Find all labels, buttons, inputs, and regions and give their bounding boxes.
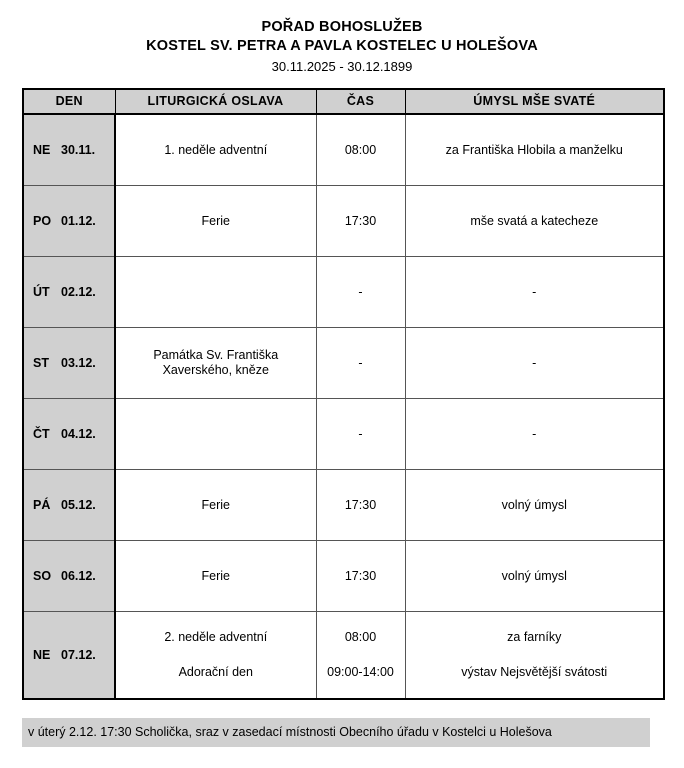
day-date: 01.12. xyxy=(61,214,96,228)
cell-liturgy: Památka Sv. Františka Xaverského, kněze xyxy=(115,327,317,399)
schedule-table-container: DEN LITURGICKÁ OSLAVA ČAS ÚMYSL MŠE SVAT… xyxy=(22,88,665,700)
table-body: NE 30.11. 1. neděle adventní 08:00 za Fra… xyxy=(23,114,664,699)
cell-time: - xyxy=(316,398,406,470)
table-row: PÁ 05.12. Ferie 17:30 volný úmysl xyxy=(23,469,664,541)
day-of-week: NE xyxy=(33,648,51,662)
table-row: NE 30.11. 1. neděle adventní 08:00 za Fra… xyxy=(23,114,664,186)
day-of-week: ÚT xyxy=(33,285,50,299)
footer-note: v úterý 2.12. 17:30 Scholička, sraz v za… xyxy=(22,718,650,747)
day-date: 30.11. xyxy=(61,143,96,157)
cell-liturgy: Ferie xyxy=(115,469,317,541)
cell-day: ČT 04.12. xyxy=(23,398,116,470)
schedule-table: DEN LITURGICKÁ OSLAVA ČAS ÚMYSL MŠE SVAT… xyxy=(22,88,665,700)
cell-intention: - xyxy=(405,327,664,399)
day-date: 03.12. xyxy=(61,356,96,370)
time-entry-primary: 08:00 xyxy=(344,630,377,644)
table-row: NE 07.12. 2. neděle adventní Adorační den… xyxy=(23,611,664,699)
table-row: SO 06.12. Ferie 17:30 volný úmysl xyxy=(23,540,664,612)
cell-intention: - xyxy=(405,256,664,328)
day-of-week: ČT xyxy=(33,427,50,441)
cell-time: 17:30 xyxy=(316,185,406,257)
cell-time: 08:00 09:00-14:00 xyxy=(316,611,406,699)
time-entry-secondary: 09:00-14:00 xyxy=(327,665,394,679)
cell-day: PÁ 05.12. xyxy=(23,469,116,541)
liturgy-entry-primary: 2. neděle adventní xyxy=(164,630,268,644)
day-of-week: SO xyxy=(33,569,52,583)
table-row: ČT 04.12. - - xyxy=(23,398,664,470)
cell-liturgy: 2. neděle adventní Adorační den xyxy=(115,611,317,699)
intention-entry-stack: za farníky výstav Nejsvětější svátosti xyxy=(410,614,660,696)
day-date: 04.12. xyxy=(61,427,96,441)
cell-intention: volný úmysl xyxy=(405,540,664,612)
cell-time: 17:30 xyxy=(316,469,406,541)
cell-time: - xyxy=(316,256,406,328)
cell-time: 17:30 xyxy=(316,540,406,612)
table-row: ÚT 02.12. - - xyxy=(23,256,664,328)
table-row: ST 03.12. Památka Sv. Františka Xaverskéh… xyxy=(23,327,664,399)
cell-day: PO 01.12. xyxy=(23,185,116,257)
cell-day: SO 06.12. xyxy=(23,540,116,612)
title-primary: POŘAD BOHOSLUŽEB xyxy=(261,19,423,35)
day-of-week: ST xyxy=(33,356,49,370)
liturgy-line-1: Památka Sv. Františka xyxy=(153,348,279,362)
day-date: 05.12. xyxy=(61,498,96,512)
cell-time: - xyxy=(316,327,406,399)
title-secondary: KOSTEL SV. PETRA A PAVLA KOSTELEC U HOLE… xyxy=(146,38,538,54)
title-date-range: 30.11.2025 - 30.12.1899 xyxy=(271,59,413,74)
liturgy-line-2: Xaverského, kněze xyxy=(162,363,269,377)
column-header-liturgy: LITURGICKÁ OSLAVA xyxy=(115,89,317,115)
table-row: PO 01.12. Ferie 17:30 mše svatá a kateche… xyxy=(23,185,664,257)
day-date: 06.12. xyxy=(61,569,96,583)
cell-intention: - xyxy=(405,398,664,470)
document-title-block: POŘAD BOHOSLUŽEB KOSTEL SV. PETRA A PAVL… xyxy=(0,0,684,76)
cell-day: ST 03.12. xyxy=(23,327,116,399)
liturgy-entry-secondary: Adorační den xyxy=(178,665,253,679)
cell-liturgy: 1. neděle adventní xyxy=(115,114,317,186)
intention-entry-primary: za farníky xyxy=(507,630,562,644)
cell-liturgy: Ferie xyxy=(115,185,317,257)
cell-liturgy xyxy=(115,398,317,470)
cell-intention: mše svatá a katecheze xyxy=(405,185,664,257)
cell-intention: za Františka Hlobila a manželku xyxy=(405,114,664,186)
day-of-week: PÁ xyxy=(33,498,51,512)
cell-time: 08:00 xyxy=(316,114,406,186)
cell-liturgy: Ferie xyxy=(115,540,317,612)
cell-day: ÚT 02.12. xyxy=(23,256,116,328)
column-header-day: DEN xyxy=(23,89,116,115)
time-entry-stack: 08:00 09:00-14:00 xyxy=(321,614,401,696)
cell-liturgy xyxy=(115,256,317,328)
day-date: 07.12. xyxy=(61,648,96,662)
table-header-row: DEN LITURGICKÁ OSLAVA ČAS ÚMYSL MŠE SVAT… xyxy=(23,89,664,115)
table-header: DEN LITURGICKÁ OSLAVA ČAS ÚMYSL MŠE SVAT… xyxy=(23,89,664,115)
column-header-intention: ÚMYSL MŠE SVATÉ xyxy=(405,89,664,115)
liturgy-wrapped-text: Památka Sv. Františka Xaverského, kněze xyxy=(120,348,312,378)
cell-intention: za farníky výstav Nejsvětější svátosti xyxy=(405,611,664,699)
day-of-week: NE xyxy=(33,143,51,157)
cell-intention: volný úmysl xyxy=(405,469,664,541)
liturgy-entry-stack: 2. neděle adventní Adorační den xyxy=(120,614,312,696)
cell-day: NE 07.12. xyxy=(23,611,116,699)
column-header-time: ČAS xyxy=(316,89,406,115)
cell-day: NE 30.11. xyxy=(23,114,116,186)
intention-entry-secondary: výstav Nejsvětější svátosti xyxy=(461,665,608,679)
day-date: 02.12. xyxy=(61,285,96,299)
day-of-week: PO xyxy=(33,214,52,228)
